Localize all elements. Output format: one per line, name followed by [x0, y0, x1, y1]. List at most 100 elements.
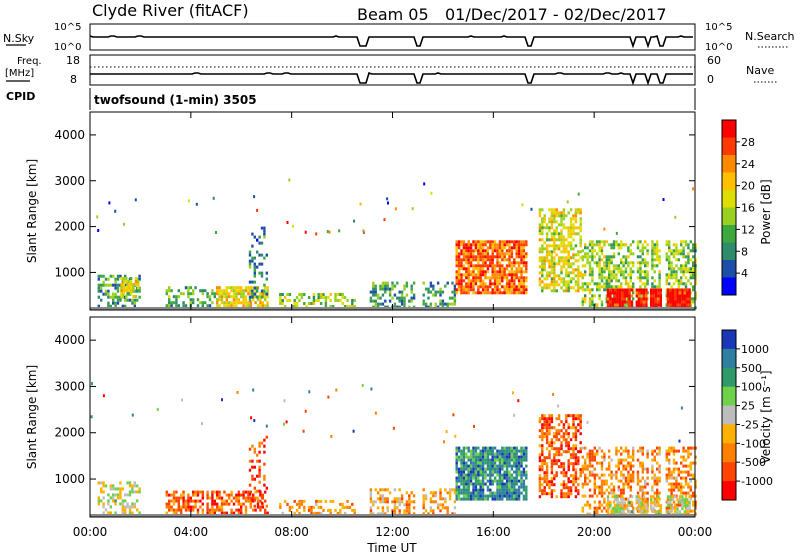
colorbar-tick-label: 12: [741, 223, 755, 236]
heatmap-cell: [593, 467, 596, 471]
heatmap-cell: [460, 258, 463, 262]
heatmap-cell: [609, 303, 612, 307]
heatmap-cell: [692, 494, 695, 498]
heatmap-cell: [334, 296, 337, 299]
heatmap-cell: [574, 486, 578, 490]
heatmap-cell: [672, 470, 676, 474]
heatmap-cell: [560, 244, 563, 248]
heatmap-cell: [455, 482, 458, 486]
heatmap-cell: [560, 271, 563, 275]
heatmap-cell: [477, 482, 480, 486]
heatmap-cell: [574, 220, 578, 224]
heatmap-cell: [683, 504, 686, 508]
heatmap-cell: [548, 226, 551, 230]
heatmap-cell: [192, 505, 195, 509]
heatmap-cell: [248, 259, 252, 263]
heatmap-cell: [653, 491, 656, 495]
heatmap-cell: [133, 289, 136, 293]
heatmap-cell: [522, 270, 526, 274]
heatmap-cell: [251, 459, 254, 463]
heatmap-cell: [472, 497, 475, 501]
heatmap-cell: [572, 277, 575, 281]
heatmap-cell: [569, 414, 573, 418]
heatmap-cell: [588, 458, 592, 462]
heatmap-cell: [256, 304, 260, 308]
heatmap-cell: [211, 496, 214, 500]
heatmap-cell: [612, 270, 616, 274]
heatmap-cell: [658, 467, 661, 471]
heatmap-cell: [486, 467, 490, 471]
heatmap-cell: [569, 223, 573, 227]
heatmap-cell: [374, 411, 377, 415]
heatmap-cell: [651, 485, 654, 489]
heatmap-cell: [689, 276, 692, 280]
heatmap-cell: [515, 291, 518, 295]
heatmap-cell: [642, 501, 646, 505]
heatmap-cell: [503, 270, 506, 274]
heatmap-cell: [574, 462, 578, 466]
heatmap-cell: [694, 306, 697, 310]
heatmap-cell: [237, 511, 240, 515]
heatmap-cell: [379, 494, 382, 498]
heatmap-cell: [410, 284, 413, 288]
heatmap-cell: [639, 464, 642, 468]
heatmap-cell: [555, 417, 558, 421]
heatmap-cell: [336, 511, 340, 515]
heatmap-cell: [462, 497, 466, 501]
heatmap-cell: [656, 252, 659, 256]
heatmap-cell: [124, 304, 127, 308]
heatmap-cell: [538, 211, 542, 215]
heatmap-cell: [211, 292, 214, 296]
heatmap-cell: [672, 476, 676, 480]
heatmap-cell: [462, 255, 466, 259]
heatmap-cell: [474, 249, 478, 253]
heatmap-cell: [639, 261, 642, 265]
heatmap-cell: [457, 258, 461, 262]
heatmap-cell: [656, 479, 659, 483]
heatmap-cell: [543, 214, 546, 218]
heatmap-cell: [240, 286, 243, 290]
heatmap-cell: [216, 289, 219, 293]
heatmap-cell: [501, 497, 504, 501]
heatmap-cell: [285, 420, 288, 424]
heatmap-cell: [479, 485, 482, 489]
heatmap-cell: [689, 270, 692, 274]
heatmap-cell: [591, 449, 594, 453]
heatmap-cell: [632, 458, 635, 462]
heatmap-cell: [680, 470, 683, 474]
heatmap-cell: [479, 461, 482, 465]
heatmap-cell: [525, 255, 528, 259]
heatmap-cell: [553, 432, 556, 436]
heatmap-cell: [484, 252, 487, 256]
heatmap-cell: [184, 505, 188, 509]
heatmap-cell: [465, 497, 468, 501]
heatmap-cell: [429, 281, 433, 285]
heatmap-cell: [484, 273, 487, 277]
heatmap-cell: [498, 273, 502, 277]
heatmap-cell: [629, 479, 632, 483]
heatmap-cell: [381, 281, 385, 285]
heatmap-cell: [388, 287, 392, 291]
heatmap-cell: [324, 299, 328, 302]
heatmap-cell: [600, 246, 604, 250]
heatmap-cell: [616, 501, 619, 505]
heatmap-cell: [298, 293, 301, 296]
heatmap-cell: [503, 243, 506, 247]
heatmap-cell: [133, 304, 136, 308]
heatmap-cell: [491, 491, 494, 495]
heatmap-cell: [254, 508, 257, 512]
heatmap-cell: [312, 302, 316, 305]
heatmap-cell: [629, 243, 632, 247]
heatmap-cell: [682, 246, 685, 250]
heatmap-cell: [565, 256, 568, 260]
heatmap-cell: [403, 284, 406, 288]
heatmap-cell: [491, 479, 494, 483]
heatmap-cell: [645, 294, 648, 298]
heatmap-cell: [295, 296, 299, 299]
heatmap-cell: [228, 304, 231, 308]
heatmap-cell: [550, 438, 554, 442]
heatmap-cell: [694, 291, 697, 295]
heatmap-cell: [386, 488, 389, 492]
heatmap-cell: [303, 508, 306, 512]
